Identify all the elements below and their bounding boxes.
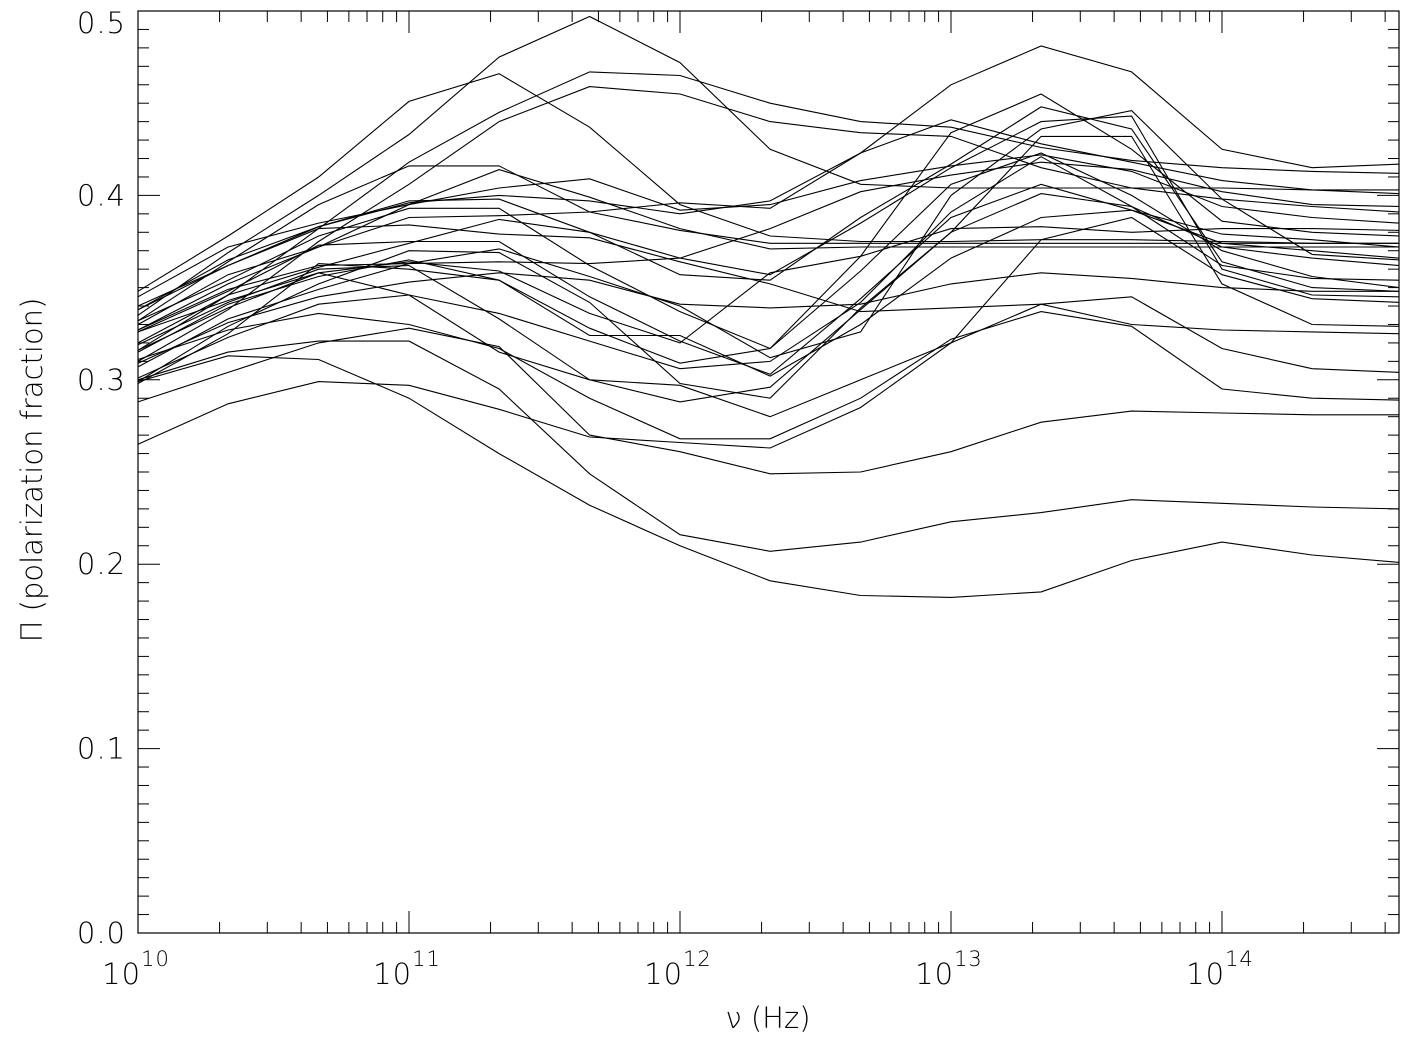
series-line-15 bbox=[137, 169, 1399, 331]
series-line-11 bbox=[137, 73, 1399, 292]
series-line-24 bbox=[137, 161, 1400, 331]
series-line-27 bbox=[137, 226, 1400, 351]
series-line-1 bbox=[137, 296, 1400, 449]
x-tick-label: 1010 bbox=[102, 947, 170, 991]
series-line-26 bbox=[137, 216, 1400, 418]
x-axis-tick-labels: 1010 1011 1012 1013 1014 bbox=[102, 947, 1254, 991]
y-tick-label: 0.1 bbox=[77, 732, 126, 766]
plot-frame bbox=[137, 10, 1400, 934]
y-tick-label: 0.5 bbox=[77, 6, 126, 40]
series-line-28 bbox=[137, 154, 1400, 298]
series-line-19 bbox=[137, 93, 1400, 364]
series-line-2 bbox=[137, 340, 1400, 552]
y-tick-label: 0.4 bbox=[77, 178, 126, 212]
series-line-10 bbox=[137, 45, 1400, 325]
y-tick-label: 0.2 bbox=[77, 547, 126, 581]
series-line-4 bbox=[137, 327, 1399, 475]
series-line-20 bbox=[137, 135, 1400, 399]
series-line-29 bbox=[137, 209, 1400, 384]
y-tick-label: 0.3 bbox=[77, 363, 126, 397]
y-axis-tick-labels: 0.0 0.1 0.2 0.3 0.4 0.5 bbox=[77, 6, 126, 950]
series-line-3 bbox=[137, 355, 1400, 598]
x-tick-label: 1014 bbox=[1186, 947, 1254, 991]
series-line-14 bbox=[137, 86, 1400, 362]
series-line-13 bbox=[137, 71, 1400, 351]
series-line-12 bbox=[137, 15, 1399, 316]
x-tick-label: 1011 bbox=[373, 947, 441, 991]
series-line-21 bbox=[137, 156, 1400, 379]
series-line-17 bbox=[137, 106, 1400, 344]
x-axis-label: ν (Hz) bbox=[725, 1001, 810, 1035]
series-line-7 bbox=[137, 183, 1400, 375]
axis-ticks bbox=[137, 10, 1399, 934]
series-line-9 bbox=[137, 119, 1400, 311]
series-line-25 bbox=[137, 224, 1400, 335]
series-line-22 bbox=[137, 272, 1399, 364]
series-line-5 bbox=[137, 311, 1400, 440]
x-tick-label: 1012 bbox=[644, 947, 712, 991]
series-line-23 bbox=[137, 165, 1399, 322]
series-lines bbox=[137, 15, 1400, 598]
y-axis-label: Π (polarization fraction) bbox=[15, 298, 49, 643]
x-tick-label: 1013 bbox=[915, 947, 983, 991]
series-line-8 bbox=[137, 152, 1400, 350]
y-tick-label: 0.0 bbox=[77, 916, 126, 950]
series-line-18 bbox=[137, 110, 1400, 368]
series-line-6 bbox=[137, 193, 1400, 403]
